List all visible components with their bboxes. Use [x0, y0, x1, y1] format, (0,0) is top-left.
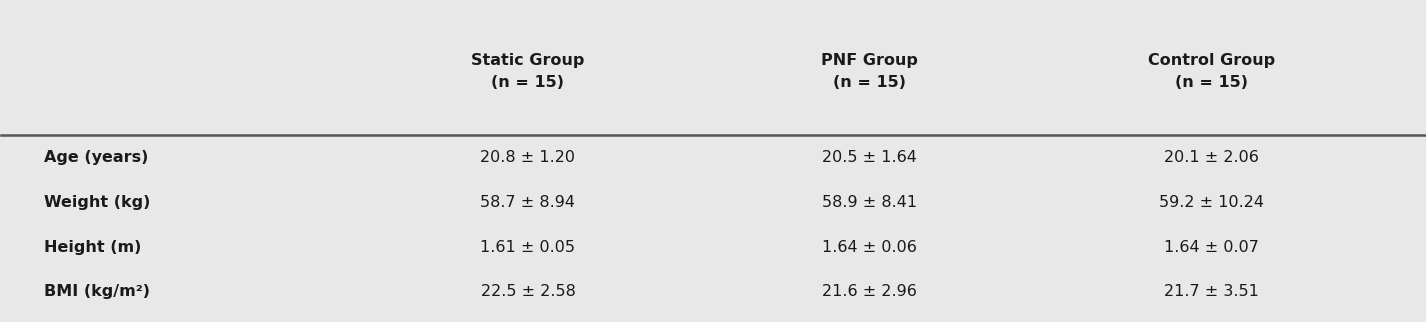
Text: 20.8 ± 1.20: 20.8 ± 1.20 [481, 150, 576, 165]
Text: Age (years): Age (years) [44, 150, 148, 165]
Text: Control Group
(n = 15): Control Group (n = 15) [1148, 53, 1275, 90]
Text: Weight (kg): Weight (kg) [44, 195, 151, 210]
Text: 58.9 ± 8.41: 58.9 ± 8.41 [821, 195, 917, 210]
Text: 20.5 ± 1.64: 20.5 ± 1.64 [823, 150, 917, 165]
Text: 1.64 ± 0.07: 1.64 ± 0.07 [1164, 240, 1259, 255]
Text: 59.2 ± 10.24: 59.2 ± 10.24 [1159, 195, 1263, 210]
Text: Height (m): Height (m) [44, 240, 141, 255]
Text: 21.7 ± 3.51: 21.7 ± 3.51 [1164, 284, 1259, 299]
Text: 1.61 ± 0.05: 1.61 ± 0.05 [481, 240, 576, 255]
Text: 22.5 ± 2.58: 22.5 ± 2.58 [481, 284, 576, 299]
Text: 58.7 ± 8.94: 58.7 ± 8.94 [481, 195, 576, 210]
Text: 21.6 ± 2.96: 21.6 ± 2.96 [823, 284, 917, 299]
Text: BMI (kg/m²): BMI (kg/m²) [44, 284, 150, 299]
Text: Static Group
(n = 15): Static Group (n = 15) [472, 53, 585, 90]
Text: 20.1 ± 2.06: 20.1 ± 2.06 [1164, 150, 1259, 165]
Text: 1.64 ± 0.06: 1.64 ± 0.06 [823, 240, 917, 255]
Text: PNF Group
(n = 15): PNF Group (n = 15) [821, 53, 918, 90]
